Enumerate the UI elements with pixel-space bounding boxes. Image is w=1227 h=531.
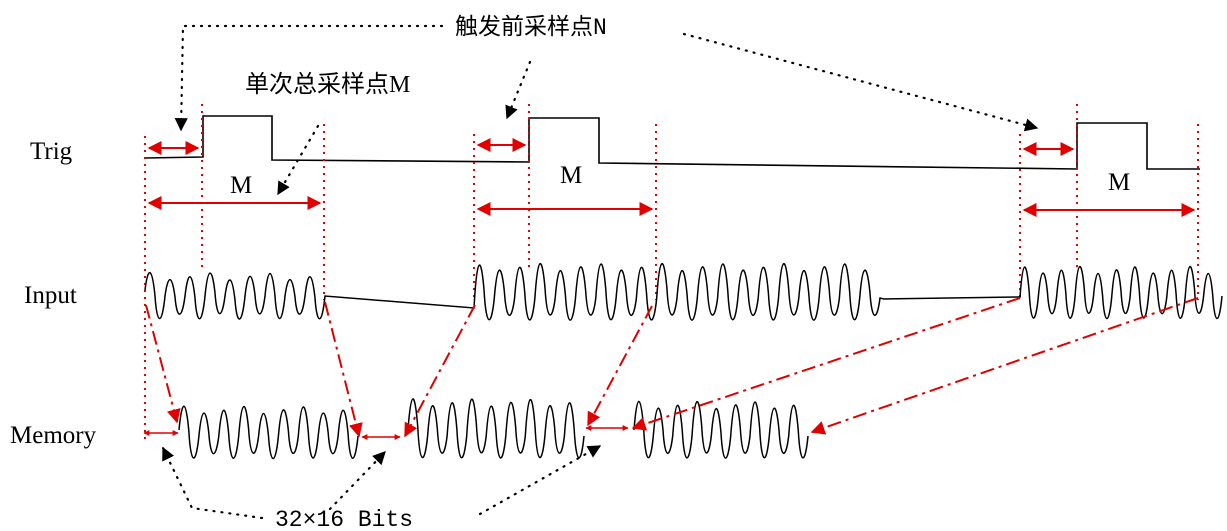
m-span-arrows [147,196,1196,217]
trig-signal [144,115,1200,170]
mapping-arrows [145,297,1199,438]
mapping-arrow [324,301,363,438]
leader-bits-mid [328,450,387,511]
m-label-3: M [1108,169,1130,196]
memory-gap-arrows [143,425,629,440]
memory-label: Memory [10,422,97,449]
mapping-arrow [631,297,1021,431]
m-label-1: M [230,172,252,199]
leader-n-right [682,32,1039,132]
total-samples-label: 单次总采样点M [245,71,410,98]
trig-label: Trig [30,138,73,165]
mapping-arrow [587,305,653,427]
mapping-arrow [810,297,1199,435]
guide-lines [144,104,1199,440]
mapping-arrow [145,304,181,424]
leader-n-middle [505,60,532,120]
leader-arrows [161,24,1039,520]
leader-n-left [174,24,444,132]
m-label-2: M [560,162,582,189]
memory-waveform [178,398,809,459]
input-waveform [144,263,1223,321]
leader-bits-left [161,446,264,520]
bits-label: 32×16 Bits [275,507,413,531]
input-label: Input [24,282,77,309]
mapping-arrow [404,304,476,438]
pre-trigger-arrows [147,138,1075,156]
pre-trigger-samples-label: 触发前采样点N [455,14,607,41]
leader-bits-right [478,444,602,516]
leader-m [276,124,320,196]
